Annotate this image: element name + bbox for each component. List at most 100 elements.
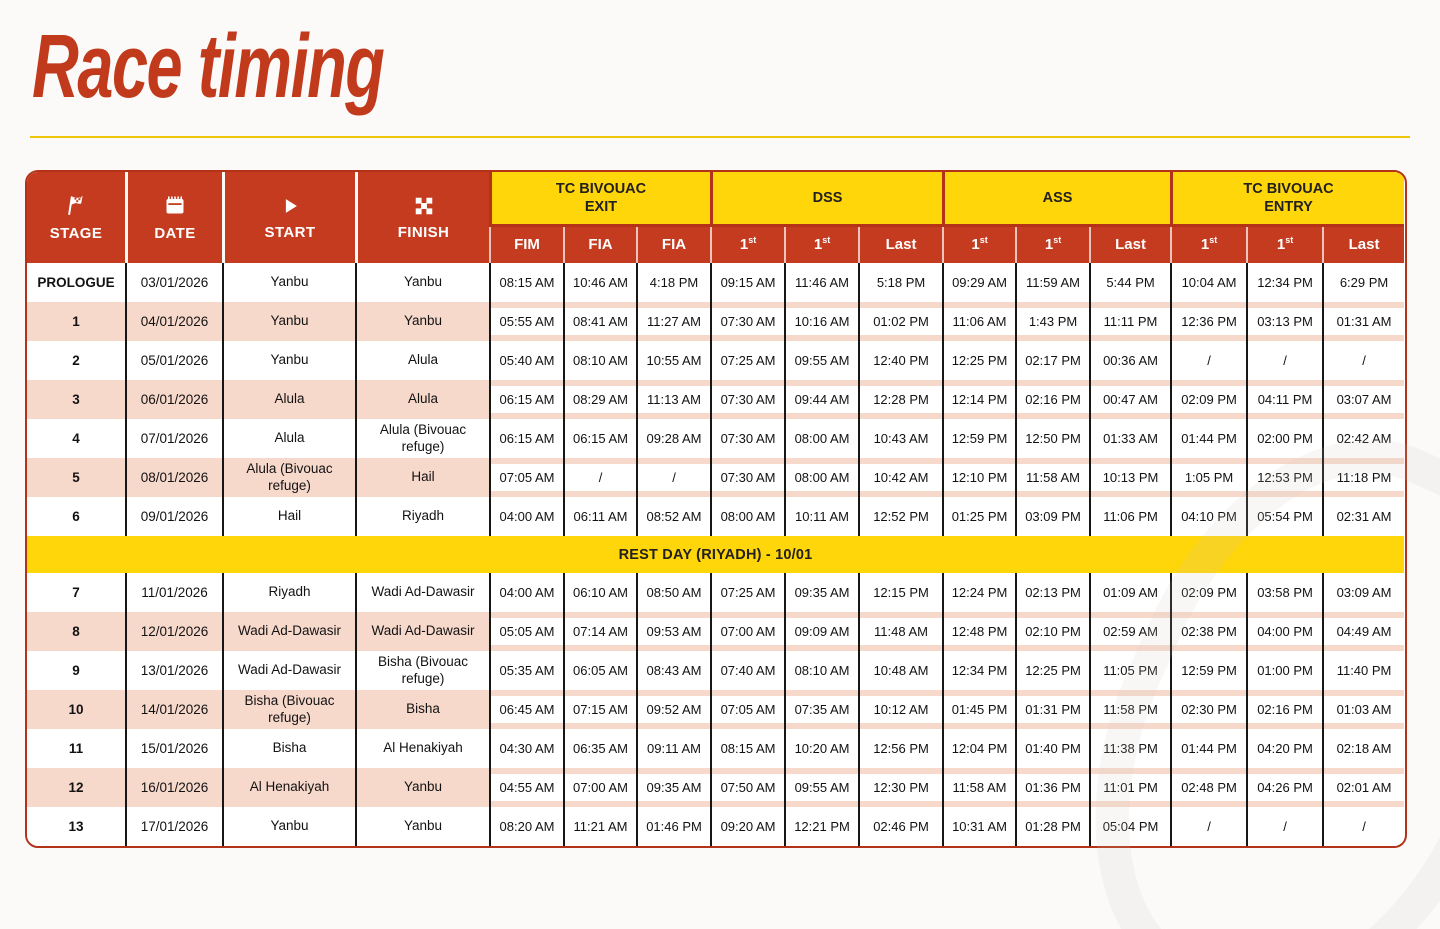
time-cell-4: 11:46 AM <box>784 263 859 302</box>
time-cell-2: 01:46 PM <box>636 807 711 846</box>
start-cell: Riyadh <box>222 573 355 612</box>
stage-row-2: 2 05/01/2026 Yanbu Alula 05:40 AM 08:10 AM 10:… <box>27 341 1405 380</box>
time-cell-11: / <box>1322 341 1405 380</box>
start-cell: Al Henakiyah <box>222 768 355 807</box>
date-cell: 11/01/2026 <box>125 573 222 612</box>
time-cell-1: 07:15 AM <box>563 690 636 729</box>
time-cell-0: 08:20 AM <box>489 807 563 846</box>
stage-row-11: 11 15/01/2026 Bisha Al Henakiyah 04:30 AM 06:… <box>27 729 1405 768</box>
finish-cell: Wadi Ad-Dawasir <box>355 573 489 612</box>
finish-cell: Alula (Bivouac refuge) <box>355 419 489 458</box>
stage-row-5: 5 08/01/2026 Alula (Bivouac refuge) Hail 07:… <box>27 458 1405 497</box>
time-cell-0: 04:00 AM <box>489 497 563 536</box>
sub-header-dss-1: 1st <box>784 226 859 263</box>
stage-row-6: 6 09/01/2026 Hail Riyadh 04:00 AM 06:11 AM 08:… <box>27 497 1405 536</box>
time-cell-5: 01:02 PM <box>858 302 943 341</box>
time-cell-3: 07:05 AM <box>710 690 785 729</box>
time-cell-0: 05:55 AM <box>489 302 563 341</box>
stage-row-7: 7 11/01/2026 Riyadh Wadi Ad-Dawasir 04:00 AM… <box>27 573 1405 612</box>
time-cell-0: 04:00 AM <box>489 573 563 612</box>
time-cell-8: 11:01 PM <box>1089 768 1171 807</box>
finish-cell: Hail <box>355 458 489 497</box>
time-cell-5: 5:18 PM <box>858 263 943 302</box>
stage-cell: 11 <box>27 729 125 768</box>
time-cell-8: 01:09 AM <box>1089 573 1171 612</box>
time-cell-7: 01:40 PM <box>1015 729 1090 768</box>
start-cell: Alula (Bivouac refuge) <box>222 458 355 497</box>
time-cell-10: 02:00 PM <box>1246 419 1323 458</box>
time-cell-10: / <box>1246 341 1323 380</box>
time-cell-2: 08:43 AM <box>636 651 711 690</box>
time-cell-7: 02:13 PM <box>1015 573 1090 612</box>
start-cell: Yanbu <box>222 341 355 380</box>
finish-cell: Yanbu <box>355 768 489 807</box>
sub-header-dss-2: Last <box>858 226 943 263</box>
time-cell-11: 11:40 PM <box>1322 651 1405 690</box>
time-cell-10: 01:00 PM <box>1246 651 1323 690</box>
col-header-stage-label: STAGE <box>49 224 103 242</box>
start-cell: Bisha <box>222 729 355 768</box>
time-cell-7: 12:50 PM <box>1015 419 1090 458</box>
time-cell-2: 08:50 AM <box>636 573 711 612</box>
finish-cell: Bisha (Bivouac refuge) <box>355 651 489 690</box>
time-cell-8: 02:59 AM <box>1089 612 1171 651</box>
time-cell-8: 10:13 PM <box>1089 458 1171 497</box>
group-header-ass: ASS <box>942 172 1171 227</box>
time-cell-1: 08:41 AM <box>563 302 636 341</box>
time-cell-7: 11:58 AM <box>1015 458 1090 497</box>
time-cell-1: 06:35 AM <box>563 729 636 768</box>
date-cell: 04/01/2026 <box>125 302 222 341</box>
race-timing-table: STAGE DATE START FINISH TC BIVOUAC EXIT DSS ASS… <box>27 172 1405 846</box>
time-cell-0: 07:05 AM <box>489 458 563 497</box>
time-cell-7: 02:10 PM <box>1015 612 1090 651</box>
time-cell-4: 12:21 PM <box>784 807 859 846</box>
time-cell-11: 01:31 AM <box>1322 302 1405 341</box>
sub-header-tc-bivouac-exit-1: FIA <box>563 226 636 263</box>
time-cell-9: / <box>1170 341 1247 380</box>
time-cell-6: 12:59 PM <box>942 419 1016 458</box>
finish-cell: Alula <box>355 341 489 380</box>
time-cell-4: 09:35 AM <box>784 573 859 612</box>
time-cell-11: 04:49 AM <box>1322 612 1405 651</box>
group-header-tc-bivouac-exit: TC BIVOUAC EXIT <box>489 172 711 227</box>
time-cell-11: 02:42 AM <box>1322 419 1405 458</box>
time-cell-10: 04:11 PM <box>1246 380 1323 419</box>
time-cell-5: 12:28 PM <box>858 380 943 419</box>
time-cell-1: 06:05 AM <box>563 651 636 690</box>
time-cell-9: 02:30 PM <box>1170 690 1247 729</box>
time-cell-9: 02:38 PM <box>1170 612 1247 651</box>
date-cell: 03/01/2026 <box>125 263 222 302</box>
time-cell-8: 5:44 PM <box>1089 263 1171 302</box>
rest-day-label: REST DAY (RIYADH) - 10/01 <box>27 536 1405 573</box>
time-cell-10: 04:26 PM <box>1246 768 1323 807</box>
time-cell-1: 08:29 AM <box>563 380 636 419</box>
col-header-start: START <box>222 172 355 263</box>
time-cell-3: 08:00 AM <box>710 497 785 536</box>
time-cell-11: 11:18 PM <box>1322 458 1405 497</box>
time-cell-11: 01:03 AM <box>1322 690 1405 729</box>
time-cell-1: 10:46 AM <box>563 263 636 302</box>
time-cell-5: 12:40 PM <box>858 341 943 380</box>
time-cell-7: 03:09 PM <box>1015 497 1090 536</box>
time-cell-7: 01:28 PM <box>1015 807 1090 846</box>
time-cell-11: 6:29 PM <box>1322 263 1405 302</box>
time-cell-2: 11:13 AM <box>636 380 711 419</box>
time-cell-11: 02:31 AM <box>1322 497 1405 536</box>
sub-header-tc-bivouac-entry-2: Last <box>1322 226 1405 263</box>
time-cell-2: 4:18 PM <box>636 263 711 302</box>
stage-row-1: 1 04/01/2026 Yanbu Yanbu 05:55 AM 08:41 AM 11:… <box>27 302 1405 341</box>
time-cell-3: 07:30 AM <box>710 380 785 419</box>
col-header-stage: STAGE <box>27 172 125 263</box>
time-cell-3: 07:00 AM <box>710 612 785 651</box>
time-cell-11: 03:09 AM <box>1322 573 1405 612</box>
start-cell: Bisha (Bivouac refuge) <box>222 690 355 729</box>
stage-row-13: 13 17/01/2026 Yanbu Yanbu 08:20 AM 11:21 AM 01… <box>27 807 1405 846</box>
stage-cell: 7 <box>27 573 125 612</box>
time-cell-5: 12:15 PM <box>858 573 943 612</box>
start-cell: Yanbu <box>222 807 355 846</box>
date-cell: 12/01/2026 <box>125 612 222 651</box>
stage-cell: 5 <box>27 458 125 497</box>
time-cell-4: 10:16 AM <box>784 302 859 341</box>
time-cell-9: 02:09 PM <box>1170 380 1247 419</box>
time-cell-10: 12:34 PM <box>1246 263 1323 302</box>
